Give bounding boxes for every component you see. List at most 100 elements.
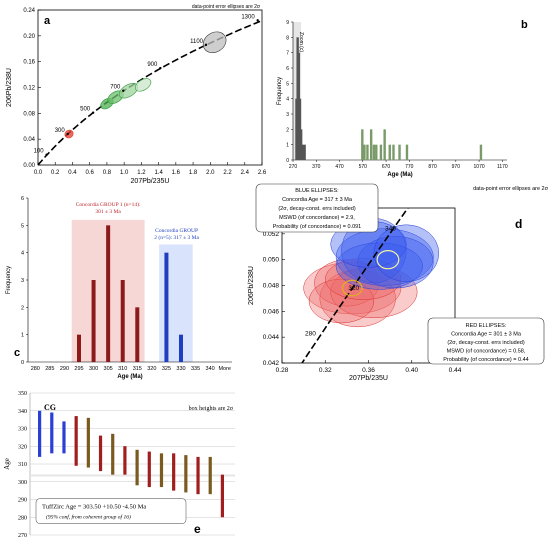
age-bar [86,417,90,468]
x-tick-label: 0.36 [362,367,375,374]
error-ellipse [64,129,74,139]
tuffzirc-box [35,498,187,524]
age-bar [196,456,200,495]
error-ellipse [202,31,227,54]
y-tick-label: 0.052 [263,231,280,238]
y-tick-label: 320 [18,444,27,450]
histogram-bar [164,252,169,362]
group2-band [159,244,193,362]
histogram-bar [179,334,183,362]
plot-frame [37,9,263,166]
red-stats-box [427,317,545,365]
y-tick-label: 1 [286,143,289,149]
age-bar [135,449,139,486]
histogram-bar [366,144,369,160]
x-tick-label: 0.32 [319,367,332,374]
y-tick-label: 0.20 [23,34,35,40]
histogram-bar [479,144,483,160]
x-tick-label: 290 [60,366,69,372]
y-tick-label: 0.12 [23,86,35,92]
y-tick-label: 0.16 [23,60,35,66]
y-tick-label: 7 [286,51,289,57]
histogram-bar [303,144,306,160]
x-tick-label: 1.2 [137,170,146,176]
x-tick-label: 270 [289,164,298,170]
x-tick-label: 2.2 [223,170,232,176]
x-tick-label: 335 [191,366,200,372]
histogram-bar [379,144,383,160]
panel-label: a [44,15,51,27]
x-tick-label: 1.0 [120,170,129,176]
concordia-age-label: 700 [110,85,121,91]
red-ellipse [308,278,375,324]
concordia-marker [122,89,125,92]
group2-value: 2 (n=5): 317 ± 3 Ma [154,234,199,241]
tuffzirc-line: (95% conf, from coherent group of 16) [46,514,131,521]
age-bar [38,410,42,457]
histogram-bar [363,144,366,160]
y-tick-label: 5 [21,223,24,229]
age-bar [111,433,115,475]
x-tick-label: 295 [74,366,83,372]
y-tick-label: 0.042 [263,360,280,367]
x-tick-label: 0.0 [34,170,43,176]
histogram-bar [375,144,378,160]
red-ellipse [319,269,396,328]
group1-value: 301 ± 3 Ma [95,209,121,215]
y-tick-label: 3 [21,278,24,284]
y-tick-label: 2 [286,127,289,133]
blue-ellipse [335,228,434,286]
concordia-marker [45,153,48,156]
x-tick-label: 2.0 [206,170,215,176]
concordia-age-label: 500 [80,107,91,113]
x-tick-label: 470 [335,164,344,170]
y-tick-label: 0.24 [23,8,35,14]
histogram-bar [383,129,386,160]
y-axis-label: Frequency [6,266,12,294]
y-axis-label: Age [3,458,11,470]
histogram-bar [388,144,391,160]
x-tick-label: 330 [176,366,185,372]
y-tick-label: 6 [286,66,289,72]
x-tick-label: 315 [133,366,142,372]
x-tick-label: 370 [312,164,321,170]
histogram-bar [106,225,111,362]
red-ellipse [330,265,418,319]
y-axis-label: 206Pb/238U [6,68,13,107]
y-tick-label: 290 [18,498,27,504]
y-tick-label: 350 [18,391,27,397]
y-tick-label: 0.050 [263,257,280,264]
blue-stats-line: (2σ, decay-const. errs included) [278,206,356,212]
age-bar [159,453,164,488]
age-bar [50,412,54,454]
x-tick-label: 0.28 [276,367,289,374]
age-bar [123,446,127,475]
x-tick-label: 1.4 [154,170,163,176]
x-tick-label: 0.2 [51,170,60,176]
red-stats-line: (2σ, decay-const. errs included) [447,340,525,346]
histogram-bar [369,129,373,160]
y-tick-label: 340 [18,409,27,415]
age-bar [172,453,176,491]
age-bar [184,455,188,493]
red-mean-ellipse [341,279,363,297]
blue-stats-line: MSWD (of concordance) = 2.9, [279,215,355,221]
x-axis-label: 207Pb/235U [349,375,388,382]
concordia-age-label: 280 [305,330,316,337]
histogram-bar [91,280,96,362]
concordia-age-label: 1100 [190,39,204,45]
x-tick-label: 1.6 [172,170,181,176]
concordia-age-label: 340 [385,226,396,233]
concordia-marker [66,132,69,136]
age-bar [208,456,212,495]
chart-note: box heights are 2σ [189,406,234,412]
y-tick-label: 1 [21,333,24,339]
x-tick-label: 1170 [497,164,508,170]
x-tick-label: 2.4 [241,170,250,176]
group2-label: Concordia GROUP [155,228,198,234]
panel-c: 0 1 2 3 4 5 6 280 285 290 295 300 305 310 315 320 325 330… [0,180,240,380]
histogram-bar [120,280,125,362]
age-bar [220,474,225,518]
y-tick-label: 300 [18,480,27,486]
concordia-curve [301,208,409,363]
